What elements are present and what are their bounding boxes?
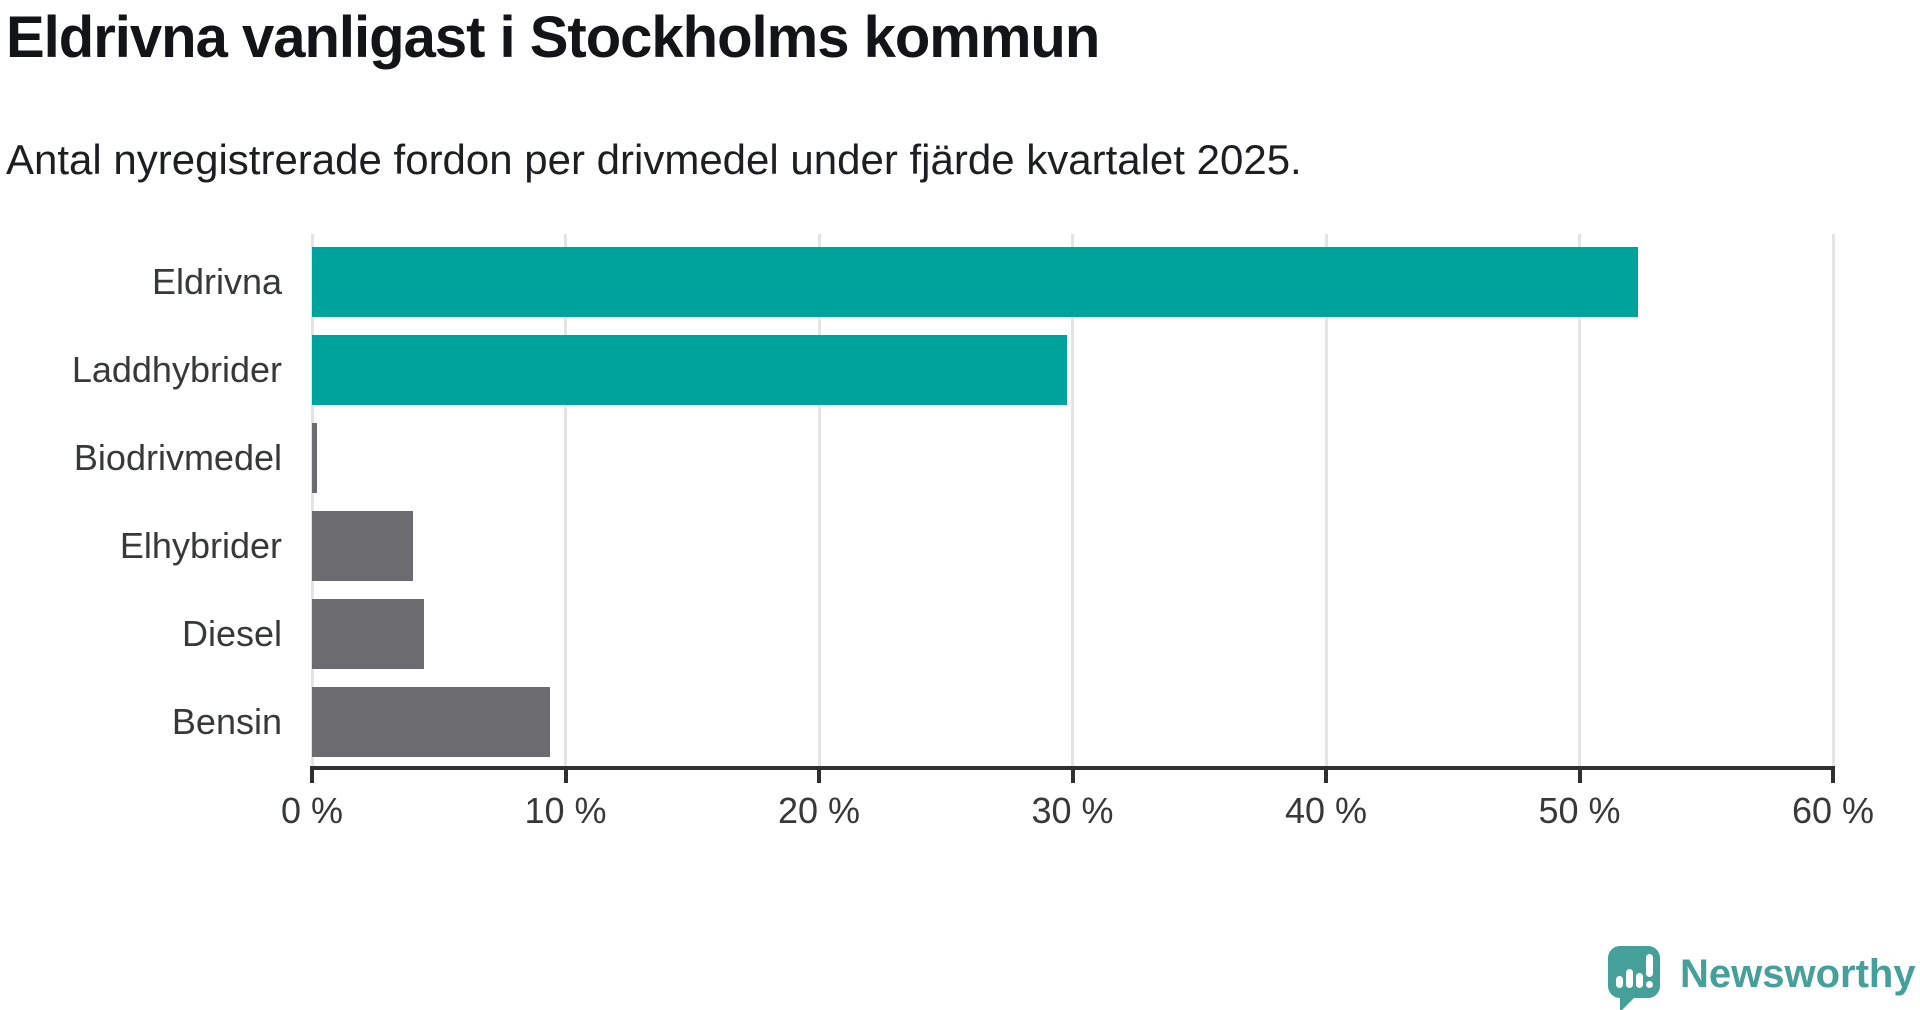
bar-bensin (312, 687, 551, 757)
x-axis-tick (563, 770, 568, 783)
x-axis-tick (1324, 770, 1328, 783)
chart-subtitle: Antal nyregistrerade fordon per drivmede… (6, 136, 1302, 183)
x-tick-label: 20 % (777, 790, 861, 831)
gridline-50 (1578, 234, 1581, 766)
x-axis-tick (310, 770, 314, 783)
x-axis-tick (1070, 770, 1075, 783)
category-label-bensin: Bensin (171, 701, 282, 742)
x-tick-label: 60 % (1791, 790, 1875, 831)
category-label-laddhybrider: Laddhybrider (71, 349, 282, 390)
x-tick-label: 0 % (280, 790, 344, 831)
x-tick-label: 50 % (1538, 790, 1621, 831)
logo-chart-bar-icon (1636, 973, 1643, 988)
x-tick-label: 10 % (524, 790, 607, 831)
x-axis-tick (1577, 770, 1582, 783)
bar-chart: 0 % 10 % 20 % 30 % 40 % 50 % 60 % Eldrivna Ladd… (0, 234, 1920, 874)
logo-speech-tail (1620, 996, 1636, 1010)
newsworthy-logo-icon (1608, 946, 1660, 1010)
plot-area: 0 % 10 % 20 % 30 % 40 % 50 % 60 % (281, 234, 1874, 831)
logo-exclamation-icon (1646, 954, 1653, 977)
logo-exclamation-dot-icon (1646, 981, 1653, 988)
bar-eldrivna (312, 247, 1638, 317)
gridline-20 (817, 234, 821, 766)
gridline-30 (1071, 234, 1074, 766)
x-tick-label: 40 % (1284, 790, 1368, 831)
gridline-60 (1831, 234, 1835, 766)
gridline-10 (564, 234, 567, 766)
category-label-biodrivmedel: Biodrivmedel (73, 437, 282, 478)
x-tick-label: 30 % (1031, 790, 1114, 831)
category-label-diesel: Diesel (181, 613, 282, 654)
bar-biodrivmedel (312, 423, 318, 493)
logo-chart-bar-icon (1626, 969, 1633, 988)
x-axis-tick (817, 770, 821, 783)
logo-chart-bar-icon (1616, 976, 1623, 988)
x-axis-line (310, 766, 1835, 770)
newsworthy-logo-text: Newsworthy (1680, 952, 1916, 996)
gridline-0 (310, 234, 314, 766)
chart-title: Eldrivna vanligast i Stockholms kommun (6, 5, 1100, 70)
category-label-elhybrider: Elhybrider (119, 525, 282, 566)
category-label-eldrivna: Eldrivna (151, 261, 282, 302)
bar-diesel (312, 599, 424, 669)
gridline-40 (1324, 234, 1328, 766)
x-axis-tick (1831, 770, 1835, 783)
bar-laddhybrider (312, 335, 1068, 405)
bar-elhybrider (312, 511, 414, 581)
